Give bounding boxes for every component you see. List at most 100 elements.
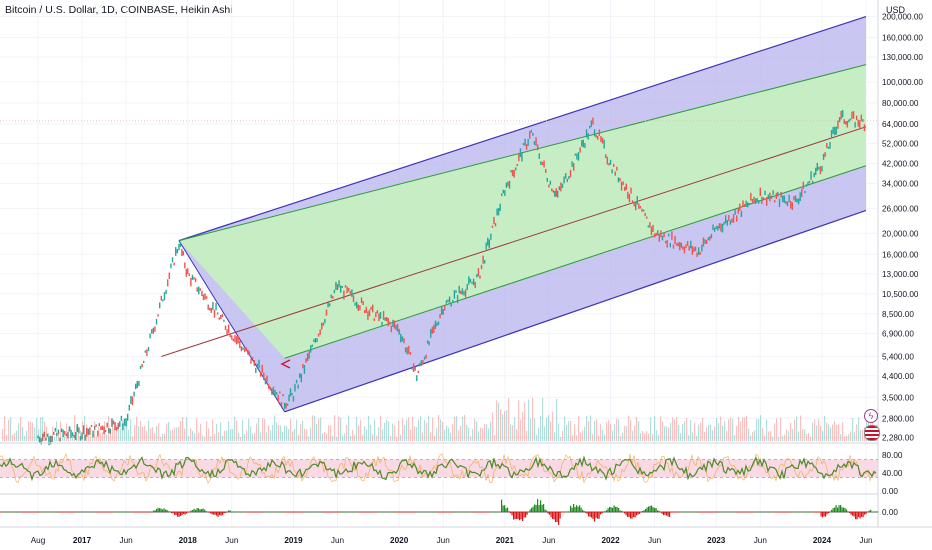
volume-bar [428, 415, 430, 441]
volume-bar [740, 421, 742, 441]
price-tick-label: 52,000.00 [882, 139, 919, 148]
macd-bar [814, 512, 816, 513]
macd-bar [381, 511, 383, 513]
currency-label[interactable]: USD [886, 5, 906, 15]
macd-bar [6, 511, 8, 513]
macd-bar [361, 512, 363, 513]
volume-bar [550, 421, 552, 441]
volume-bar [448, 427, 450, 441]
macd-bar [543, 504, 545, 512]
volume-bar [316, 424, 318, 441]
candle [450, 303, 452, 307]
volume-bar [328, 425, 330, 441]
volume-bar [674, 419, 676, 441]
macd-bar [741, 512, 743, 513]
volume-bar [614, 424, 616, 441]
candle [736, 215, 738, 222]
candle [753, 196, 755, 204]
candle [220, 315, 222, 320]
candle [576, 153, 578, 160]
volume-bar [436, 428, 438, 441]
candle [37, 435, 39, 439]
macd-bar [166, 509, 168, 512]
candle [130, 396, 132, 404]
candle [807, 181, 809, 186]
macd-bar [297, 512, 299, 513]
macd-bar [469, 511, 471, 513]
candle [504, 190, 506, 196]
candle [232, 338, 235, 342]
volume-bar [554, 432, 556, 441]
macd-bar [12, 511, 14, 513]
volume-bar [700, 422, 702, 441]
candle [472, 278, 475, 286]
macd-bar [631, 512, 633, 519]
macd-bar [250, 512, 252, 513]
macd-bar [676, 512, 678, 513]
macd-bar [114, 511, 116, 513]
candle [641, 208, 643, 212]
candle [152, 327, 155, 334]
macd-bar [196, 508, 198, 512]
volume-bar [472, 429, 474, 441]
macd-bar [310, 511, 312, 513]
macd-bar [318, 511, 320, 513]
candle [597, 135, 599, 140]
macd-bar [846, 509, 848, 512]
macd-bar [264, 511, 266, 513]
macd-bar [579, 505, 581, 512]
candle [333, 289, 336, 294]
candle [709, 236, 711, 241]
candle [194, 278, 197, 282]
candle [90, 424, 93, 428]
macd-bar [367, 512, 369, 513]
volume-bar [408, 417, 410, 441]
price-tick-label: 64,000.00 [882, 120, 919, 129]
macd-bar [745, 512, 747, 513]
macd-bar [420, 511, 422, 513]
candle [761, 196, 763, 204]
candle [303, 364, 306, 374]
volume-bar [836, 424, 838, 441]
candle [359, 305, 361, 311]
volume-bar [208, 428, 210, 441]
us-flag-icon[interactable] [864, 425, 880, 441]
candle [452, 299, 454, 303]
volume-bar [768, 431, 770, 441]
volume-bar [756, 419, 758, 441]
macd-bar [706, 512, 708, 513]
lightning-icon[interactable]: ϟ [864, 409, 878, 423]
candle [482, 255, 484, 264]
volume-bar [750, 435, 752, 441]
candle [207, 304, 209, 310]
macd-bar [177, 512, 179, 517]
volume-bar [430, 432, 432, 441]
volume-bar [698, 424, 700, 441]
macd-bar [687, 511, 689, 513]
candle [857, 119, 859, 127]
volume-bar [840, 434, 842, 441]
candle [677, 242, 679, 247]
candle [810, 171, 812, 180]
volume-bar [272, 424, 274, 441]
volume-bar [384, 423, 386, 441]
macd-bar [276, 511, 278, 513]
volume-bar [540, 415, 542, 441]
volume-bar [16, 430, 18, 441]
volume-bar [122, 420, 124, 441]
volume-bar [198, 432, 200, 441]
candle [68, 426, 71, 432]
macd-bar [66, 512, 68, 513]
volume-bar [582, 430, 584, 441]
volume-bar [420, 415, 422, 441]
candle [694, 246, 697, 252]
macd-bar [678, 512, 680, 513]
candle [226, 329, 228, 335]
volume-bar [84, 415, 86, 441]
candle [321, 322, 323, 330]
price-tick-label: 80,000.00 [882, 99, 919, 108]
volume-bar [616, 418, 618, 441]
candle [223, 319, 225, 322]
macd-bar [3, 511, 5, 513]
